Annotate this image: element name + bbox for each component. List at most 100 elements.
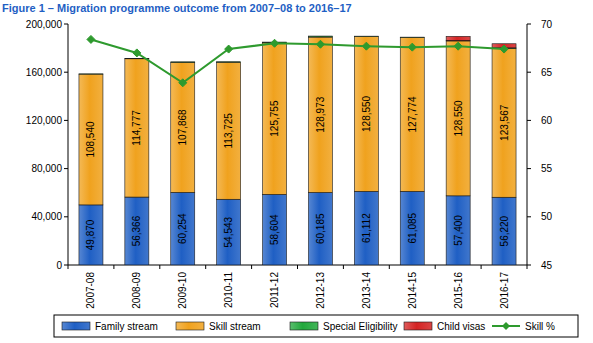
bar — [171, 192, 195, 265]
y2-tick-label: 45 — [541, 260, 553, 271]
bar — [308, 192, 332, 265]
data-labels: 49,87056,36660,25454,54358,60460,18561,1… — [85, 95, 509, 250]
data-label: 125,755 — [269, 100, 280, 137]
bar — [400, 37, 424, 38]
bar — [308, 37, 332, 192]
legend-swatch — [404, 322, 432, 330]
y-axis-line — [68, 24, 69, 265]
bar — [354, 36, 378, 37]
data-label: 113,725 — [223, 113, 234, 149]
data-label: 123,567 — [499, 104, 510, 141]
data-label: 127,774 — [407, 96, 418, 133]
bar — [125, 197, 149, 265]
bar — [171, 61, 195, 63]
legend-swatch — [62, 322, 90, 330]
x-tick — [68, 265, 69, 269]
y2-tick — [527, 168, 531, 169]
x-tick-label: 2012-13 — [315, 272, 326, 309]
x-tick — [113, 265, 114, 269]
bar — [217, 61, 241, 63]
x-tick — [481, 265, 482, 269]
x-tick-label: 2013-14 — [361, 272, 372, 309]
y2-tick — [527, 24, 531, 25]
bar — [400, 191, 424, 265]
data-label: 61,112 — [361, 213, 372, 243]
x-tick-label: 2016-17 — [499, 272, 510, 309]
bar — [446, 36, 470, 40]
y-tick-label: 80,000 — [31, 163, 62, 174]
y-tick — [64, 168, 68, 169]
x-tick — [297, 265, 298, 269]
y-tick-label: 0 — [56, 260, 62, 271]
bar — [171, 61, 195, 62]
data-label: 61,085 — [407, 212, 418, 243]
y2-tick-label: 55 — [541, 163, 553, 174]
data-label: 54,543 — [223, 216, 234, 247]
bar — [217, 61, 241, 62]
y-tick-label: 160,000 — [26, 67, 63, 78]
data-label: 128,550 — [361, 95, 372, 132]
markers — [87, 35, 508, 86]
legend-swatch — [176, 322, 204, 330]
x-tick — [527, 265, 528, 269]
legend-swatch — [290, 322, 318, 330]
bar — [354, 191, 378, 265]
y2-axis-line — [527, 24, 528, 265]
data-label: 128,550 — [453, 100, 464, 137]
bar — [263, 194, 287, 265]
bar — [354, 36, 378, 191]
bar — [79, 73, 103, 74]
x-tick — [205, 265, 206, 269]
chart: Figure 1 – Migration programme outcome f… — [0, 0, 593, 343]
bar — [125, 59, 149, 197]
legend-label: Special Eligibility — [323, 321, 397, 332]
data-label: 60,185 — [315, 213, 326, 244]
legend-swatch — [502, 322, 510, 330]
x-tick — [435, 265, 436, 269]
bar — [400, 37, 424, 191]
x-tick-label: 2010-11 — [223, 272, 234, 308]
legend-label: Child visas — [437, 321, 485, 332]
bar — [492, 197, 516, 265]
data-label: 56,220 — [499, 215, 510, 246]
y-tick-label: 40,000 — [31, 211, 62, 222]
y2-tick-label: 60 — [541, 115, 553, 126]
bar — [263, 43, 287, 195]
x-tick-label: 2014-15 — [407, 272, 418, 309]
legend-box — [54, 315, 578, 337]
bar — [446, 196, 470, 265]
data-label: 108,540 — [85, 121, 96, 158]
data-label: 57,400 — [453, 215, 464, 246]
legend-label: Skill % — [525, 321, 555, 332]
x-tick — [159, 265, 160, 269]
plot-area — [79, 35, 516, 265]
y-tick-label: 200,000 — [26, 19, 63, 30]
legend-label: Family stream — [95, 321, 158, 332]
y2-tick-label: 50 — [541, 211, 553, 222]
legend-label: Skill stream — [209, 321, 261, 332]
y-tick — [64, 24, 68, 25]
y-tick — [64, 120, 68, 121]
data-label: 128,973 — [315, 96, 326, 133]
y2-tick-label: 65 — [541, 67, 553, 78]
y2-tick — [527, 265, 531, 266]
data-label: 56,366 — [131, 215, 142, 246]
bar — [217, 62, 241, 199]
y-tick — [64, 216, 68, 217]
x-tick — [389, 265, 390, 269]
y2-tick — [527, 216, 531, 217]
data-label: 60,254 — [177, 213, 188, 244]
line — [91, 39, 504, 82]
bar — [79, 205, 103, 265]
x-tick-label: 2008-09 — [131, 272, 142, 309]
y2-tick — [527, 72, 531, 73]
y-tick — [64, 265, 68, 266]
bar — [446, 41, 470, 196]
y-tick-label: 120,000 — [26, 115, 63, 126]
y-tick — [64, 72, 68, 73]
x-tick-label: 2009-10 — [177, 272, 188, 309]
data-label: 49,870 — [85, 219, 96, 250]
x-tick-label: 2011-12 — [269, 272, 280, 308]
x-tick — [343, 265, 344, 269]
bar — [308, 36, 332, 37]
